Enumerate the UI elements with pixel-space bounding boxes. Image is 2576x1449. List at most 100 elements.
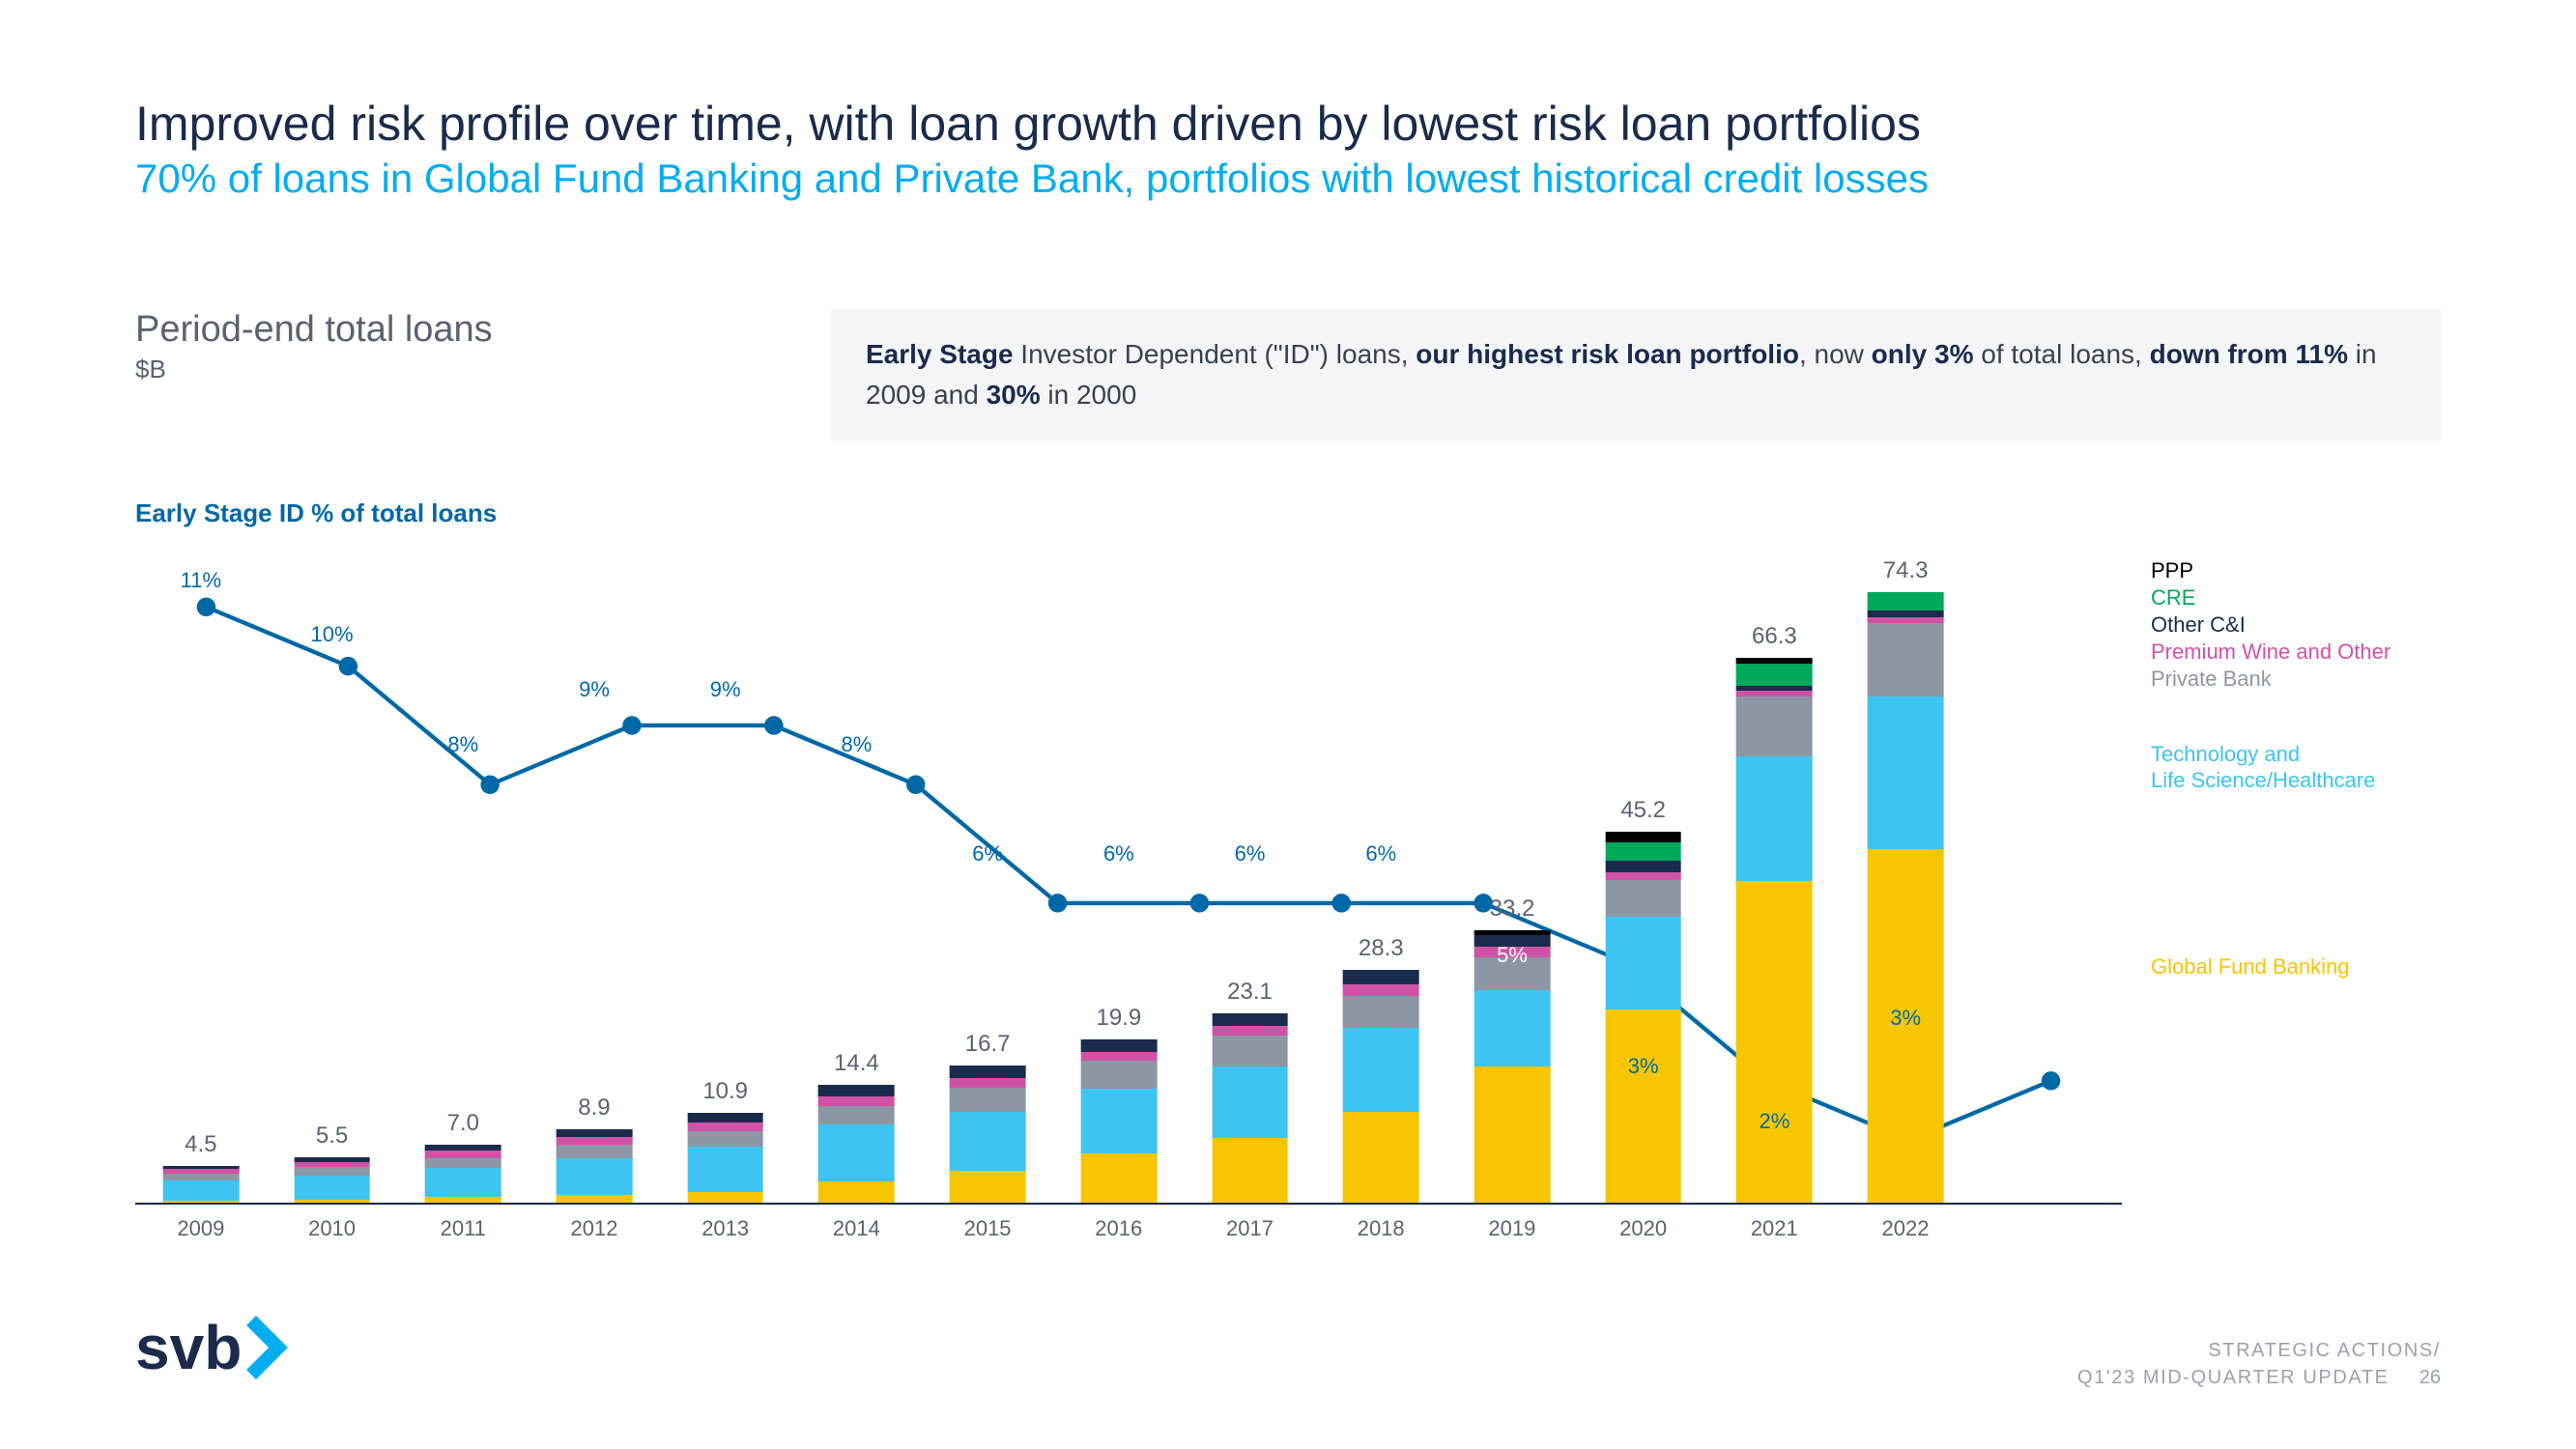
bar-segment-gfb [425,1197,501,1203]
bar-col: 28.3 [1315,548,1446,1203]
bar-segment-premwine [1343,984,1419,996]
bar-col: 23.1 [1185,548,1316,1203]
bar-stack: 23.1 [1212,1013,1288,1203]
callout-lead: Early Stage [866,339,1014,369]
bar-segment-ppp [1605,832,1681,843]
page-number: 26 [2419,1367,2441,1388]
bar-segment-pbank [1080,1061,1157,1089]
x-axis-label: 2018 [1315,1216,1446,1241]
footer-line1: STRATEGIC ACTIONS/ [2077,1337,2441,1364]
bar-col: 74.3 [1840,548,1971,1203]
x-axis-label: 2022 [1840,1216,1971,1241]
bar-segment-pbank [687,1131,763,1147]
bar-segment-gfb [818,1181,895,1203]
bar-stack: 8.9 [557,1129,633,1203]
bar-segment-tech [1605,917,1681,1009]
bar-segment-pbank [162,1174,239,1180]
bar-col: 45.2 [1578,548,1709,1203]
bar-segment-pbank [1343,996,1419,1029]
footer-line2: Q1'23 MID-QUARTER UPDATE [2077,1367,2390,1388]
bar-stack: 16.7 [950,1065,1026,1203]
bar-segment-otherci [557,1129,633,1137]
line-pct-label: 3% [1890,1006,1921,1031]
bar-total-label: 28.3 [1359,935,1404,962]
callout-text: of total loans, [1973,339,2149,369]
bar-segment-pbank [1736,696,1813,756]
bar-stack: 7.0 [425,1145,501,1202]
bar-segment-premwine [557,1137,633,1145]
bar-segment-gfb [687,1192,763,1203]
bar-segment-premwine [1212,1026,1288,1036]
line-pct-label: 6% [1103,841,1134,867]
page-title: Improved risk profile over time, with lo… [135,97,2441,153]
bar-stack: 10.9 [687,1113,763,1203]
bar-total-label: 66.3 [1752,623,1797,650]
x-axis-label: 2012 [529,1216,660,1241]
bar-total-label: 16.7 [965,1031,1011,1058]
x-axis-label: 2016 [1053,1216,1185,1241]
bar-total-label: 10.9 [702,1078,748,1105]
bar-segment-pbank [950,1088,1026,1113]
bar-total-label: 19.9 [1096,1005,1141,1032]
bar-segment-premwine [687,1122,763,1131]
line-pct-label: 8% [447,732,478,757]
bar-segment-cre [1868,592,1944,611]
bar-stack: 5.5 [294,1157,370,1203]
line-dot [2042,1071,2060,1090]
bar-col: 16.7 [922,548,1053,1203]
bar-col: 14.4 [791,548,923,1203]
bar-segment-premwine [425,1151,501,1157]
legend-item-gfb: Global Fund Banking [2151,953,2349,980]
bar-segment-otherci [687,1113,763,1122]
bar-segment-otherci [1605,861,1681,872]
page-subtitle: 70% of loans in Global Fund Banking and … [135,155,2441,203]
bar-col: 66.3 [1709,548,1841,1203]
bar-segment-pbank [557,1145,633,1158]
bar-segment-otherci [1080,1039,1157,1053]
bar-segment-gfb [1736,881,1813,1202]
bar-segment-tech [425,1168,501,1197]
bar-segment-tech [162,1180,239,1201]
bar-segment-gfb [1474,1066,1551,1203]
x-axis-label: 2014 [791,1216,923,1241]
footer: STRATEGIC ACTIONS/ Q1'23 MID-QUARTER UPD… [2077,1337,2441,1391]
bar-segment-premwine [1080,1052,1157,1060]
bar-segment-tech [557,1158,633,1195]
bar-stack: 14.4 [818,1085,895,1203]
x-axis-label: 2013 [660,1216,791,1241]
callout-text: in 2000 [1041,380,1137,410]
callout-text: Investor Dependent ("ID") loans, [1014,339,1417,369]
bar-col: 10.9 [660,548,791,1203]
bar-segment-tech [1474,990,1551,1066]
x-axis-label: 2020 [1578,1216,1709,1241]
line-pct-label: 5% [1497,943,1528,968]
bar-segment-otherci [950,1065,1026,1078]
callout-bold: 30% [987,380,1041,410]
bar-total-label: 14.4 [834,1050,879,1077]
x-axis-label: 2017 [1185,1216,1316,1241]
logo-chevron-icon [251,1321,278,1375]
line-pct-label: 11% [181,568,221,593]
line-pct-label: 2% [1760,1109,1790,1134]
bar-total-label: 8.9 [578,1094,610,1122]
bar-total-label: 74.3 [1883,557,1929,584]
bar-segment-pbank [818,1106,895,1125]
bar-segment-gfb [162,1201,239,1203]
bar-total-label: 33.2 [1490,895,1535,923]
bar-segment-tech [1212,1066,1288,1139]
callout-text: , now [1799,339,1872,369]
bar-segment-pbank [294,1167,370,1176]
bar-segment-gfb [557,1195,633,1203]
line-pct-label: 6% [1235,841,1266,867]
metric-title: Period-end total loans [135,309,754,351]
legend: PPPCREOther C&IPremium Wine and OtherPri… [2122,548,2441,1205]
callout-box: Early Stage Investor Dependent ("ID") lo… [831,309,2441,440]
bar-segment-pbank [425,1158,501,1169]
bar-col: 8.9 [529,548,660,1203]
legend-item-premwine: Premium Wine and Other [2151,639,2390,666]
chart-wrap: 4.55.57.08.910.914.416.719.923.128.333.2… [135,548,2441,1205]
bar-col: 33.2 [1446,548,1578,1203]
bar-segment-premwine [818,1096,895,1106]
bar-segment-tech [818,1124,895,1181]
bar-segment-gfb [294,1200,370,1203]
